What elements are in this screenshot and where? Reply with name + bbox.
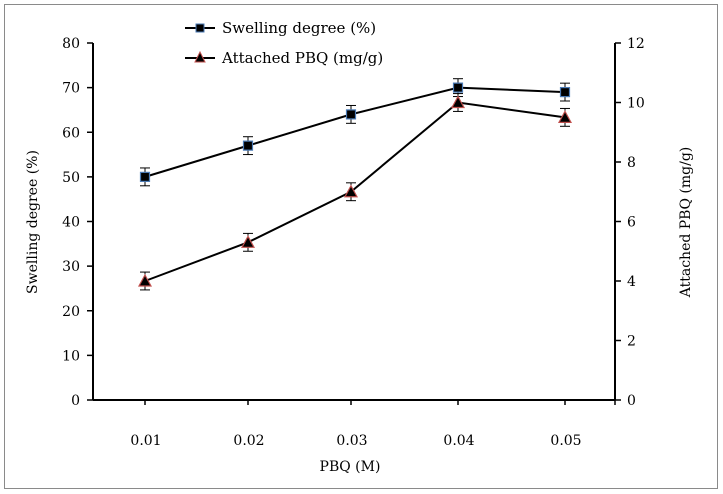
legend-square-marker-icon bbox=[195, 23, 205, 33]
data-point-triangle bbox=[450, 95, 466, 109]
legend-label-attached: Attached PBQ (mg/g) bbox=[221, 49, 383, 67]
y-tick-label: 30 bbox=[62, 259, 80, 275]
y2-tick-label: 0 bbox=[627, 393, 636, 409]
x-axis-title: PBQ (M) bbox=[320, 459, 381, 475]
series-line bbox=[144, 86, 566, 178]
x-tick-label: 0.01 bbox=[130, 433, 161, 449]
legend-item-swelling: Swelling degree (%) bbox=[185, 19, 376, 37]
data-point-triangle bbox=[557, 110, 573, 123]
y-tick-label: 10 bbox=[62, 348, 80, 364]
y2-tick-label: 8 bbox=[627, 155, 636, 171]
y-tick-label: 70 bbox=[62, 81, 80, 97]
chart-frame bbox=[4, 4, 718, 489]
x-tick-label: 0.02 bbox=[233, 433, 264, 449]
y2-tick-label: 10 bbox=[627, 96, 645, 112]
series-line bbox=[144, 101, 566, 282]
y-tick-label: 50 bbox=[62, 170, 80, 186]
y-tick-label: 20 bbox=[62, 304, 80, 320]
y-tick-label: 40 bbox=[62, 215, 80, 231]
data-point-square bbox=[242, 140, 254, 151]
series-swelling bbox=[139, 78, 571, 187]
legend-triangle-marker-icon bbox=[194, 50, 206, 63]
axes: 0 10 20 30 40 50 60 70 80 0 2 4 6 8 10 12 0.01 0.02 0.03 0.… bbox=[62, 36, 645, 449]
y-tick-label: 80 bbox=[62, 36, 80, 52]
legend-label-swelling: Swelling degree (%) bbox=[222, 19, 376, 37]
data-point-square bbox=[139, 171, 151, 182]
x-tick-label: 0.05 bbox=[550, 433, 581, 449]
series-layer bbox=[137, 78, 573, 291]
data-point-triangle bbox=[343, 184, 359, 198]
y2-axis-title: Attached PBQ (mg/g) bbox=[678, 147, 694, 299]
y-axis-title: Swelling degree (%) bbox=[25, 150, 41, 294]
y2-tick-label: 2 bbox=[627, 334, 636, 350]
y2-tick-label: 6 bbox=[627, 215, 636, 231]
y2-tick-label: 12 bbox=[627, 36, 645, 52]
data-point-square bbox=[452, 82, 464, 93]
y-tick-label: 60 bbox=[62, 125, 80, 141]
x-tick-label: 0.04 bbox=[443, 433, 474, 449]
y-tick-label: 0 bbox=[71, 393, 80, 409]
series-attached bbox=[137, 93, 573, 291]
data-point-triangle bbox=[137, 273, 153, 287]
x-tick-label: 0.03 bbox=[336, 433, 367, 449]
legend: Swelling degree (%) Attached PBQ (mg/g) bbox=[185, 19, 383, 67]
data-point-square bbox=[559, 86, 571, 98]
y2-tick-label: 4 bbox=[627, 274, 636, 290]
data-point-square bbox=[345, 109, 357, 120]
data-point-triangle bbox=[240, 235, 256, 248]
legend-item-attached: Attached PBQ (mg/g) bbox=[185, 49, 383, 67]
